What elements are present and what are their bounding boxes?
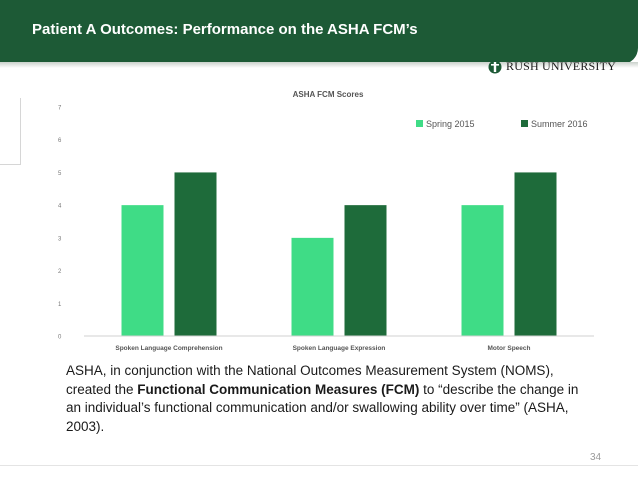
fcm-bar-chart: ASHA FCM Scores Spring 2015 Summer 2016 0…: [52, 80, 608, 356]
y-tick-label: 1: [58, 302, 62, 308]
legend-label: Summer 2016: [531, 119, 588, 129]
x-category-label: Spoken Language Expression: [293, 345, 386, 352]
y-tick-label: 0: [58, 335, 62, 341]
x-category-label: Motor Speech: [488, 345, 531, 352]
title-bar-shadow: [0, 62, 638, 68]
caption-text: ASHA, in conjunction with the National O…: [66, 362, 586, 436]
bar: [174, 172, 217, 336]
y-tick-label: 4: [58, 204, 62, 210]
legend-swatch: [521, 120, 528, 127]
left-frame-line: [0, 98, 21, 165]
y-tick-label: 6: [58, 138, 62, 144]
y-tick-label: 2: [58, 269, 62, 275]
bar: [344, 205, 387, 336]
x-axis-labels: Spoken Language Comprehension Spoken Lang…: [115, 345, 530, 352]
y-axis-ticks: 0 1 2 3 4 5 6 7: [58, 106, 62, 341]
title-bar: Patient A Outcomes: Performance on the A…: [0, 0, 638, 64]
footer-rule: [0, 465, 638, 466]
legend-swatch: [416, 120, 423, 127]
rush-logo-icon: [488, 60, 502, 73]
slide-title: Patient A Outcomes: Performance on the A…: [32, 21, 418, 38]
y-tick-label: 3: [58, 236, 62, 242]
caption-part-2: to “describe the change in an individual…: [66, 381, 579, 434]
chart-legend: Spring 2015 Summer 2016: [416, 119, 588, 129]
y-tick-label: 7: [58, 106, 62, 112]
chart-title: ASHA FCM Scores: [293, 90, 364, 99]
x-category-label: Spoken Language Comprehension: [115, 345, 222, 352]
bars: [121, 172, 557, 336]
bar: [514, 172, 557, 336]
y-tick-label: 5: [58, 171, 62, 177]
bar: [121, 205, 164, 336]
logo-text: RUSH UNIVERSITY: [506, 59, 617, 73]
university-logo: RUSH UNIVERSITY: [488, 59, 616, 74]
bar: [291, 237, 334, 336]
bar: [461, 205, 504, 336]
caption-bold-term: Functional Communication Measures (FCM): [137, 381, 420, 397]
legend-label: Spring 2015: [426, 119, 475, 129]
page-number: 34: [590, 452, 602, 463]
caption-part-1: ASHA, in conjunction with the National O…: [66, 363, 554, 397]
